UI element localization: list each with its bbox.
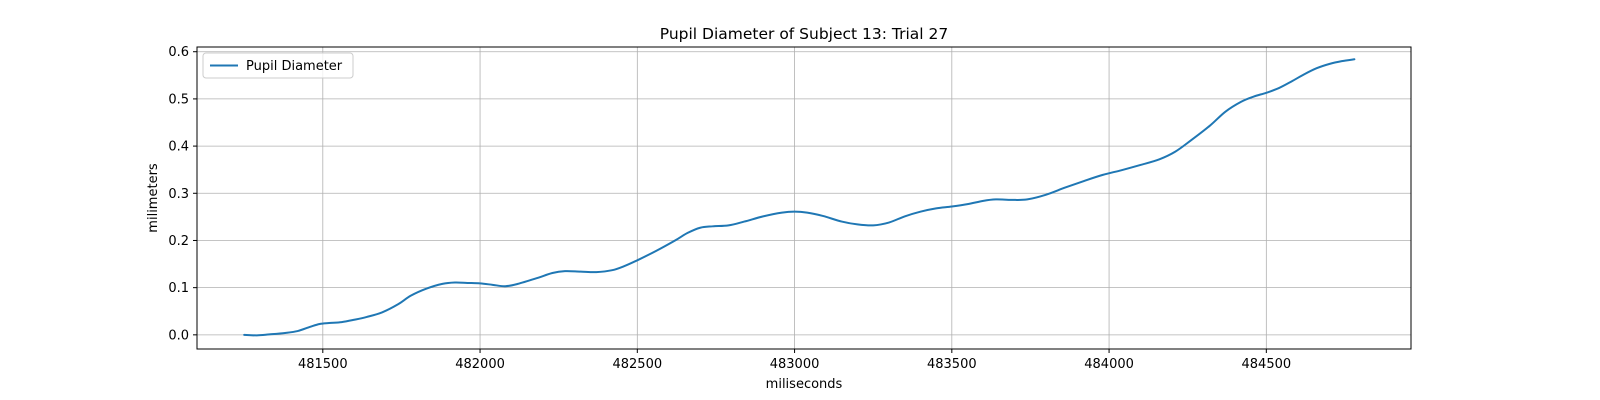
x-tick-label: 483000 <box>770 357 820 372</box>
y-tick-label: 0.0 <box>168 328 189 343</box>
y-tick-label: 0.5 <box>168 92 189 107</box>
plot-frame <box>196 46 1412 350</box>
y-tick-label: 0.2 <box>168 234 189 249</box>
x-axis-title: miliseconds <box>766 377 843 392</box>
plot-background <box>197 47 1411 349</box>
legend-label: Pupil Diameter <box>246 59 343 74</box>
y-tick-label: 0.3 <box>168 187 189 202</box>
chart-title: Pupil Diameter of Subject 13: Trial 27 <box>660 25 949 43</box>
x-tick-label: 484000 <box>1084 357 1134 372</box>
y-tick-label: 0.1 <box>168 281 189 296</box>
x-tick-label: 482000 <box>455 357 505 372</box>
y-axis-title: milimeters <box>146 163 161 233</box>
legend-box <box>202 52 354 79</box>
x-tick-label: 482500 <box>612 357 662 372</box>
y-tick-label: 0.6 <box>168 45 189 60</box>
x-tick-label: 484500 <box>1242 357 1292 372</box>
grid-lines <box>197 47 1411 349</box>
legend: Pupil Diameter <box>202 52 354 79</box>
y-tick-label: 0.4 <box>168 140 189 155</box>
x-tick-label: 481500 <box>298 357 348 372</box>
ticks: 481500 482000 482500 483000 483500 484000 4845… <box>168 45 1291 372</box>
series-layer <box>243 58 1356 337</box>
x-tick-label: 483500 <box>927 357 977 372</box>
series-line <box>243 58 1356 337</box>
